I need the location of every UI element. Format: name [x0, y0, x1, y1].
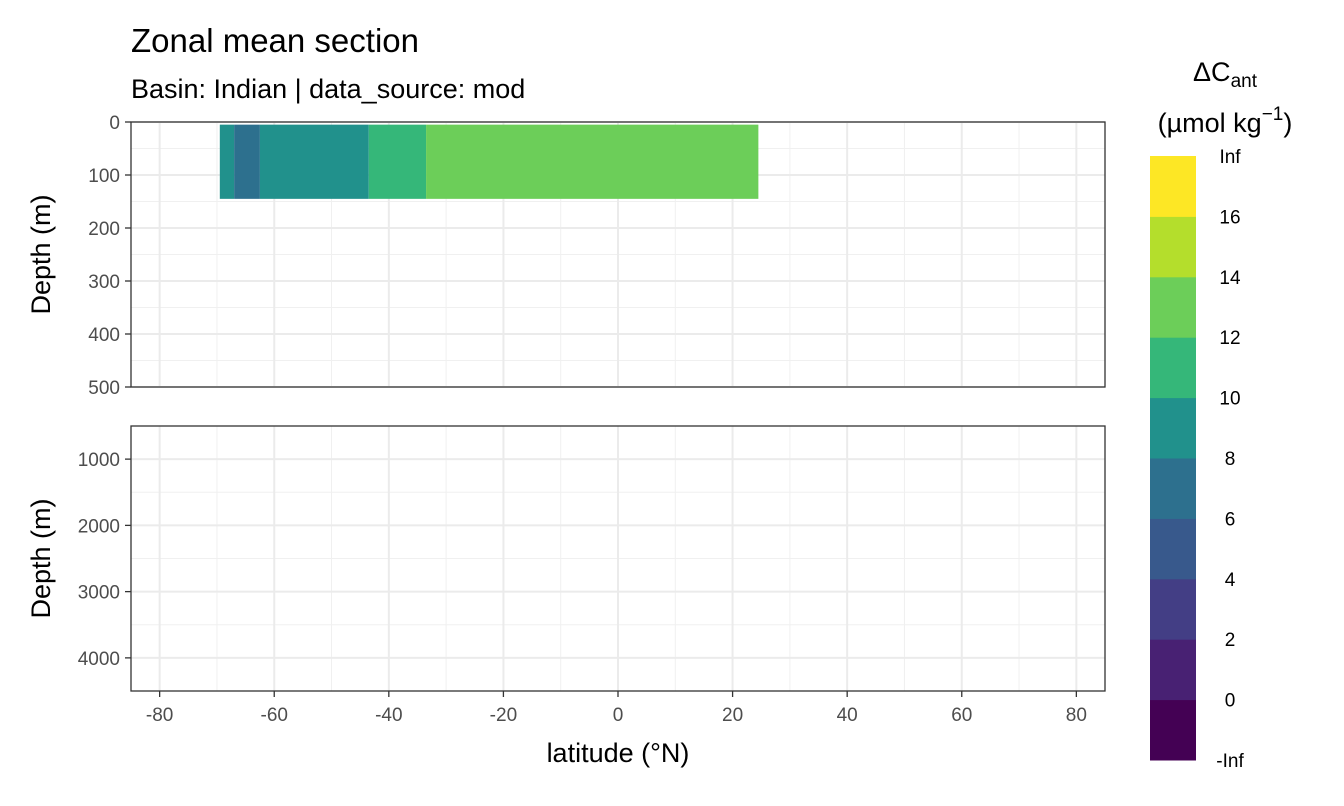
- legend-label: 2: [1225, 630, 1236, 651]
- legend-swatch: [1150, 156, 1196, 217]
- y-tick-label: 500: [88, 378, 120, 399]
- legend-title-sub: ant: [1231, 71, 1258, 92]
- legend-swatch: [1150, 276, 1196, 338]
- legend-unit-main: (µmol kg: [1158, 108, 1262, 138]
- legend-title-main: ΔC: [1193, 57, 1231, 87]
- data-cell: [368, 124, 427, 199]
- legend-label: 12: [1219, 328, 1240, 349]
- panel-border: [130, 121, 1106, 388]
- y-tick-label: 1000: [78, 450, 120, 471]
- x-tick-label: 80: [1066, 705, 1087, 726]
- data-cell: [219, 124, 235, 199]
- legend-unit-exp: −1: [1262, 104, 1284, 125]
- y-tick-label: 3000: [78, 583, 120, 604]
- data-cell: [234, 124, 260, 199]
- legend-label: 14: [1219, 268, 1241, 289]
- lower-depth-panel: 1000 2000 3000 4000 Depth (m): [26, 425, 1106, 692]
- y-tick-label: 0: [109, 113, 120, 134]
- legend-swatch: [1150, 639, 1196, 701]
- legend-swatch: [1150, 458, 1196, 519]
- legend-label: 8: [1225, 449, 1236, 470]
- legend-swatch: [1150, 216, 1196, 278]
- y-tick-label: 400: [88, 325, 120, 346]
- x-axis: -80 -60 -40 -20 0 20 40 60 80 latitude (°N): [146, 691, 1087, 768]
- x-tick-label: -20: [490, 705, 517, 726]
- x-tick-label: -40: [375, 705, 402, 726]
- legend: -Inf 0 2 4 6 8 10 12 14 16 Inf ΔCant (µmol kg−1): [1150, 57, 1292, 772]
- legend-swatch: [1150, 578, 1196, 640]
- legend-label: -Inf: [1216, 751, 1244, 772]
- x-tick-label: -80: [146, 705, 173, 726]
- y-tick-label: 4000: [78, 649, 120, 670]
- legend-unit-close: ): [1283, 108, 1292, 138]
- legend-label: 16: [1219, 207, 1240, 228]
- legend-swatch: [1150, 699, 1196, 761]
- data-cell: [259, 124, 369, 199]
- y-axis-title: Depth (m): [26, 194, 56, 314]
- y-tick-label: 2000: [78, 516, 120, 537]
- legend-label: 0: [1225, 691, 1236, 712]
- legend-unit: (µmol kg−1): [1158, 104, 1293, 138]
- legend-swatch: [1150, 397, 1196, 459]
- y-tick-label: 200: [88, 219, 120, 240]
- chart-subtitle: Basin: Indian | data_source: mod: [131, 74, 526, 104]
- x-tick-label: -60: [261, 705, 288, 726]
- legend-label: 10: [1219, 389, 1240, 410]
- legend-swatch: [1150, 337, 1196, 399]
- legend-label: 6: [1225, 509, 1236, 530]
- y-tick-label: 100: [88, 166, 120, 187]
- x-tick-label: 60: [951, 705, 972, 726]
- chart-title: Zonal mean section: [131, 22, 419, 59]
- x-tick-label: 40: [837, 705, 858, 726]
- data-cell: [426, 124, 759, 199]
- y-tick-label: 300: [88, 272, 120, 293]
- x-tick-label: 0: [613, 705, 624, 726]
- legend-label: Inf: [1219, 147, 1241, 168]
- legend-label: 4: [1225, 570, 1236, 591]
- y-axis-title: Depth (m): [26, 498, 56, 618]
- upper-depth-panel: 0 100 200 300 400 500 Depth (m): [26, 113, 1106, 399]
- legend-swatch: [1150, 518, 1196, 580]
- x-tick-label: 20: [722, 705, 743, 726]
- legend-title: ΔCant: [1193, 57, 1258, 92]
- x-axis-title: latitude (°N): [547, 738, 690, 768]
